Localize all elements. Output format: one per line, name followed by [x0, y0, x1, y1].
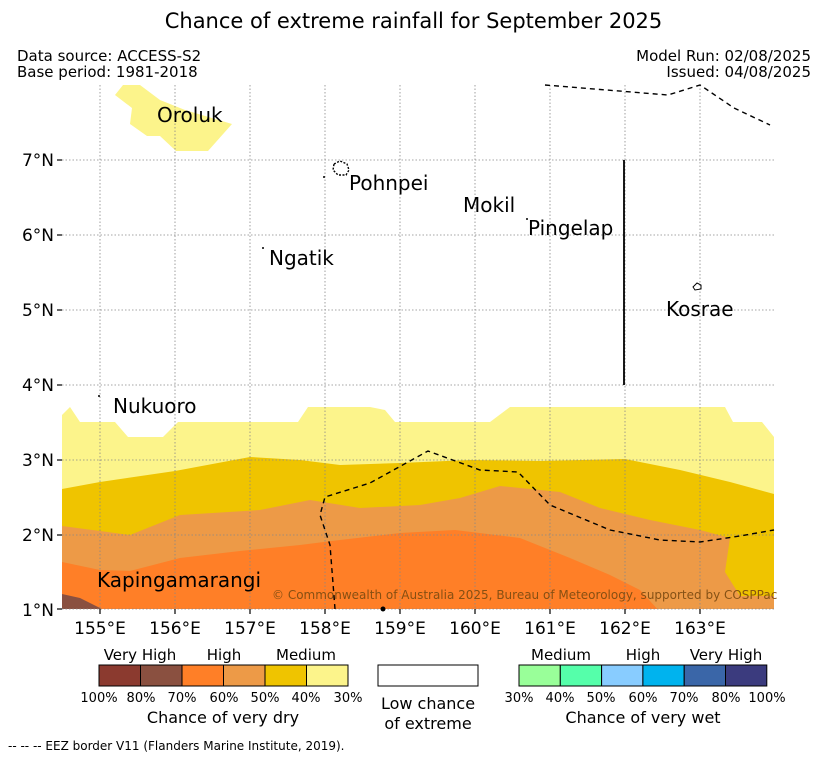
lon-label: 161°E [524, 619, 576, 639]
wet-tick: 40% [546, 691, 575, 706]
wet-tick: 100% [748, 691, 785, 706]
eez-border [319, 84, 775, 610]
eez-footnote: -- -- -- EEZ border V11 (Flanders Marine… [8, 739, 345, 753]
place-label-oroluk: Oroluk [157, 103, 223, 127]
place-labels: Oroluk Pohnpei Mokil Pingelap Ngatik Kos… [97, 103, 734, 592]
wet-swatch [725, 664, 768, 687]
dry-very-high-label: Very High [104, 646, 177, 664]
wet-swatch [559, 664, 603, 687]
wet-legend: Medium High Very High 30% 40% 50% 60% 70… [505, 646, 786, 727]
lat-label: 5°N [22, 301, 54, 321]
wet-swatch [518, 664, 561, 687]
brown-zone [62, 594, 102, 609]
neutral-caption-2: of extreme [384, 714, 471, 733]
dry-tick: 80% [127, 691, 156, 706]
pingelap-islet [526, 218, 528, 220]
wet-tick: 70% [670, 691, 699, 706]
rainfall-shading [62, 85, 774, 609]
dry-legend: Very High High Medium 100% 80% 70% 60% 5… [80, 646, 362, 727]
dry-swatch [98, 664, 141, 687]
wet-caption: Chance of very wet [565, 708, 720, 727]
dry-tick: 60% [210, 691, 239, 706]
place-label-pingelap: Pingelap [528, 216, 613, 240]
issued-date: Issued: 04/08/2025 [666, 63, 811, 81]
lat-label: 7°N [22, 151, 54, 171]
longitude-labels: 155°E 156°E 157°E 158°E 159°E 160°E 161°… [74, 619, 726, 639]
dry-tick: 100% [80, 691, 117, 706]
neutral-swatch [377, 664, 479, 687]
copyright-notice: © Commonwealth of Australia 2025, Bureau… [272, 588, 778, 602]
lat-label: 4°N [22, 376, 54, 396]
place-label-pohnpei: Pohnpei [349, 171, 429, 195]
ngatik-islet [262, 247, 264, 249]
dry-tick: 30% [334, 691, 363, 706]
map-title: Chance of extreme rainfall for September… [164, 9, 663, 33]
wet-swatch [601, 664, 644, 687]
data-source: Data source: ACCESS-S2 [17, 47, 202, 65]
wet-tick: 30% [505, 691, 534, 706]
lon-label: 163°E [674, 619, 726, 639]
wet-very-high-label: Very High [690, 646, 763, 664]
lon-label: 155°E [74, 619, 126, 639]
lon-label: 158°E [299, 619, 351, 639]
oroluk-light-yellow-zone [115, 85, 232, 151]
wet-tick-labels: 30% 40% 50% 60% 70% 80% 100% [505, 691, 786, 706]
dry-tick: 50% [251, 691, 280, 706]
lon-label: 159°E [374, 619, 426, 639]
place-label-mokil: Mokil [463, 193, 515, 217]
pohnpei-island [332, 160, 350, 176]
dry-caption: Chance of very dry [147, 708, 299, 727]
kosrae-island [692, 282, 702, 291]
lat-label: 2°N [22, 526, 54, 546]
latitude-labels: 7°N 6°N 5°N 4°N 3°N 2°N 1°N [22, 151, 54, 621]
wet-high-label: High [626, 646, 660, 664]
orange-zone [62, 530, 658, 609]
model-run: Model Run: 02/08/2025 [636, 47, 811, 65]
dry-swatch [181, 664, 224, 687]
wet-tick: 80% [712, 691, 741, 706]
place-label-kapingamarangi: Kapingamarangi [97, 568, 261, 592]
base-period: Base period: 1981-2018 [17, 63, 198, 81]
dry-swatch [140, 664, 183, 687]
wet-swatches [518, 664, 768, 687]
dry-tick: 40% [292, 691, 321, 706]
dry-swatch [306, 664, 349, 687]
place-label-ngatik: Ngatik [269, 246, 334, 270]
neutral-caption-1: Low chance [381, 694, 475, 713]
axis-ticks [57, 159, 701, 614]
lon-label: 157°E [224, 619, 276, 639]
place-label-nukuoro: Nukuoro [113, 394, 197, 418]
wet-medium-label: Medium [531, 646, 591, 664]
wet-swatch [683, 664, 727, 687]
wet-tick: 50% [587, 691, 616, 706]
place-label-kosrae: Kosrae [666, 297, 734, 321]
dry-high-label: High [207, 646, 241, 664]
lon-label: 160°E [449, 619, 501, 639]
lon-label: 156°E [149, 619, 201, 639]
neutral-legend: Low chance of extreme [377, 664, 479, 733]
lon-label: 162°E [599, 619, 651, 639]
wet-swatch [642, 664, 685, 687]
dry-tick: 70% [168, 691, 197, 706]
wet-tick: 60% [629, 691, 658, 706]
dry-medium-label: Medium [276, 646, 336, 664]
kapingamarangi-islet [380, 606, 386, 612]
lat-label: 3°N [22, 451, 54, 471]
dry-swatch [223, 664, 266, 687]
dry-swatch [264, 664, 307, 687]
pohnpei-islet [323, 176, 325, 178]
lat-label: 1°N [22, 601, 54, 621]
lat-label: 6°N [22, 226, 54, 246]
dry-tick-labels: 100% 80% 70% 60% 50% 40% 30% [80, 691, 362, 706]
dry-swatches [98, 664, 349, 687]
nukuoro-islet [98, 395, 100, 397]
